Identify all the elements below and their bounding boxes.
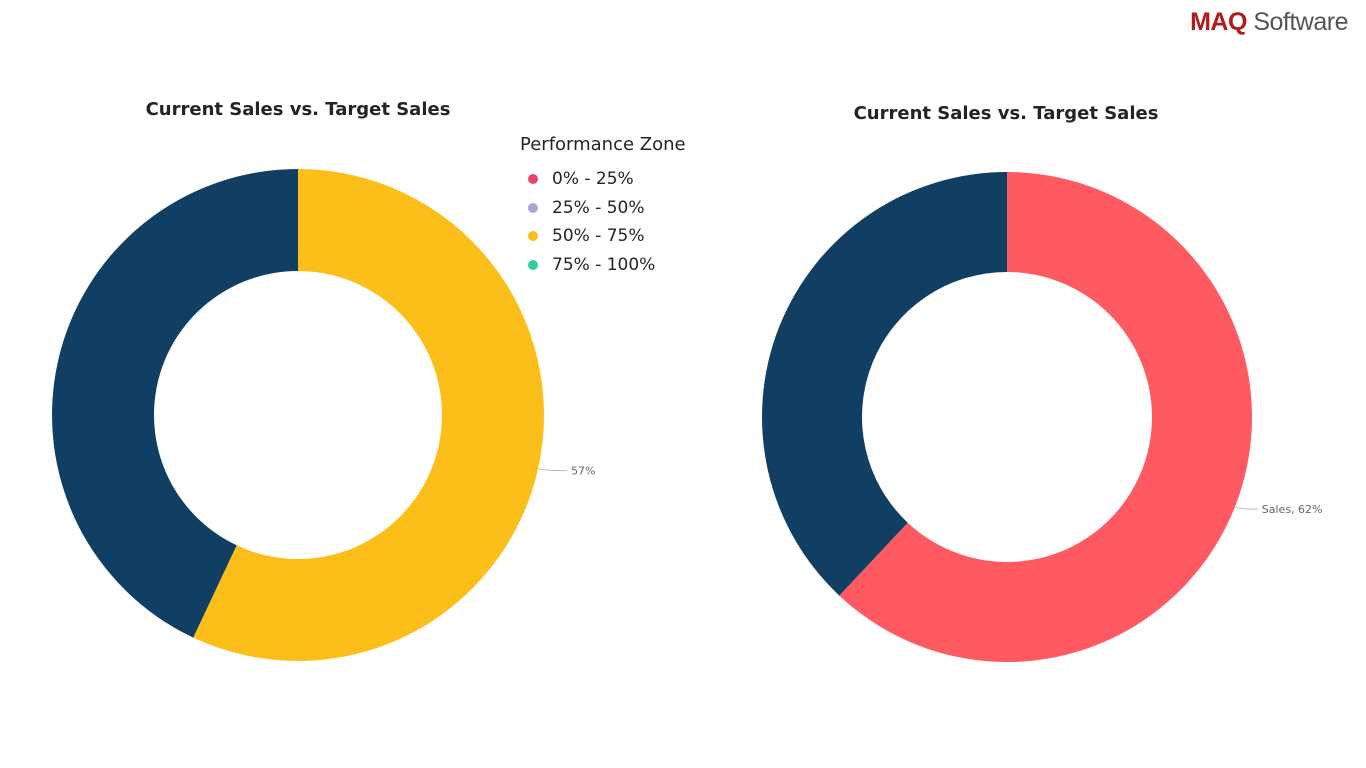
legend-item[interactable]: 75% - 100% bbox=[528, 251, 686, 280]
donut-slice-sales[interactable] bbox=[839, 172, 1253, 662]
legend-dot-icon bbox=[528, 231, 538, 242]
legend-item[interactable]: 0% - 25% bbox=[528, 165, 686, 194]
legend-item-label: 25% - 50% bbox=[552, 197, 645, 218]
chart-title-right: Current Sales vs. Target Sales bbox=[853, 103, 1159, 124]
brand-logo-mark: MAQ bbox=[1190, 8, 1247, 36]
legend-item-label: 50% - 75% bbox=[552, 226, 645, 247]
legend-dot-icon bbox=[528, 202, 538, 213]
legend-item-label: 75% - 100% bbox=[552, 254, 656, 275]
data-label: 57% bbox=[571, 465, 595, 478]
data-label-leader-line bbox=[537, 468, 568, 472]
brand-logo: MAQ Software bbox=[1190, 8, 1348, 37]
brand-logo-text: Software bbox=[1246, 8, 1348, 36]
legend-item[interactable]: 50% - 75% bbox=[528, 222, 686, 251]
data-label-leader-line bbox=[1234, 506, 1258, 510]
legend-performance-zone: Performance Zone 0% - 25% 25% - 50% 50% - … bbox=[520, 134, 686, 279]
legend-item[interactable]: 25% - 50% bbox=[528, 194, 686, 223]
donut-slice-remaining[interactable] bbox=[52, 169, 298, 638]
donut-slice-remaining[interactable] bbox=[762, 172, 1007, 596]
legend-dot-icon bbox=[528, 259, 538, 270]
legend-items: 0% - 25% 25% - 50% 50% - 75% 75% - 100% bbox=[520, 165, 686, 279]
legend-dot-icon bbox=[528, 174, 538, 185]
legend-item-label: 0% - 25% bbox=[552, 169, 634, 190]
legend-title: Performance Zone bbox=[520, 134, 686, 155]
chart-title-left: Current Sales vs. Target Sales bbox=[145, 99, 451, 120]
donut-slice-sales[interactable] bbox=[193, 169, 545, 662]
data-label: Sales, 62% bbox=[1262, 503, 1323, 516]
